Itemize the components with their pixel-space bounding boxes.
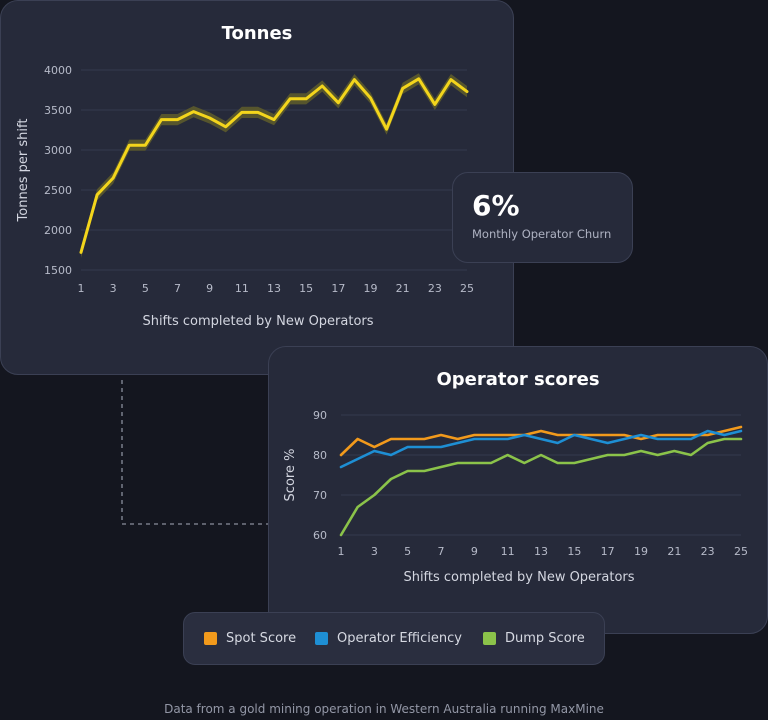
legend-label-operator-efficiency: Operator Efficiency [337,631,462,646]
operator-scores-card: Operator scores 60 70 80 90 1 3 5 7 9 11 13 15 17 19 2… [268,346,768,634]
y-tick-label: 60 [313,529,327,542]
x-tick-label: 3 [110,282,117,295]
x-tick-label: 21 [667,545,681,558]
legend-swatch-dump-score [483,632,496,645]
legend-item-operator-efficiency: Operator Efficiency [315,631,462,646]
x-tick-label: 21 [396,282,410,295]
y-tick-label: 4000 [44,64,72,77]
y-tick-label: 80 [313,449,327,462]
y-tick-label: 70 [313,489,327,502]
x-tick-label: 7 [438,545,445,558]
tonnes-chart-card: Tonnes 1500 2000 2500 3000 3500 4000 1 3 5 7 9 11 13… [0,0,514,375]
x-tick-label: 13 [267,282,281,295]
churn-label: Monthly Operator Churn [472,227,612,241]
legend: Spot Score Operator Efficiency Dump Scor… [183,612,605,665]
tonnes-chart-title: Tonnes [221,23,293,44]
y-axis-label: Tonnes per shift [16,119,31,223]
x-tick-label: 11 [235,282,249,295]
x-tick-label: 15 [299,282,313,295]
x-axis-label: Shifts completed by New Operators [142,314,373,329]
series-line [79,77,469,254]
x-tick-label: 19 [634,545,648,558]
x-tick-label: 1 [338,545,345,558]
legend-label-spot-score: Spot Score [226,631,297,646]
x-tick-label: 9 [206,282,213,295]
churn-value: 6% [472,189,520,222]
legend-label-dump-score: Dump Score [505,631,585,646]
y-axis-label: Score % [283,449,298,502]
x-tick-label: 3 [371,545,378,558]
churn-card: 6% Monthly Operator Churn [452,172,633,263]
legend-swatch-operator-efficiency [315,632,328,645]
x-tick-label: 13 [534,545,548,558]
legend-swatch-spot-score [204,632,217,645]
x-tick-label: 19 [364,282,378,295]
x-tick-label: 23 [701,545,715,558]
y-tick-label: 1500 [44,264,72,277]
x-tick-label: 11 [501,545,515,558]
x-axis-label: Shifts completed by New Operators [403,570,634,585]
series-line [339,429,743,469]
x-tick-label: 17 [331,282,345,295]
x-tick-label: 15 [567,545,581,558]
legend-item-spot-score: Spot Score [204,631,296,646]
y-tick-label: 2500 [44,184,72,197]
footnote: Data from a gold mining operation in Wes… [164,702,604,716]
x-tick-label: 5 [404,545,411,558]
series-line [339,425,743,457]
x-tick-label: 5 [142,282,149,295]
x-tick-label: 23 [428,282,442,295]
y-tick-label: 3500 [44,104,72,117]
x-tick-label: 1 [78,282,85,295]
scores-chart-title: Operator scores [436,369,600,390]
x-tick-label: 17 [601,545,615,558]
x-tick-label: 25 [460,282,474,295]
x-tick-label: 25 [734,545,748,558]
x-tick-label: 9 [471,545,478,558]
legend-item-dump-score: Dump Score [483,631,585,646]
x-tick-label: 7 [174,282,181,295]
y-tick-label: 3000 [44,144,72,157]
series-line [339,437,743,537]
y-tick-label: 2000 [44,224,72,237]
y-tick-label: 90 [313,409,327,422]
